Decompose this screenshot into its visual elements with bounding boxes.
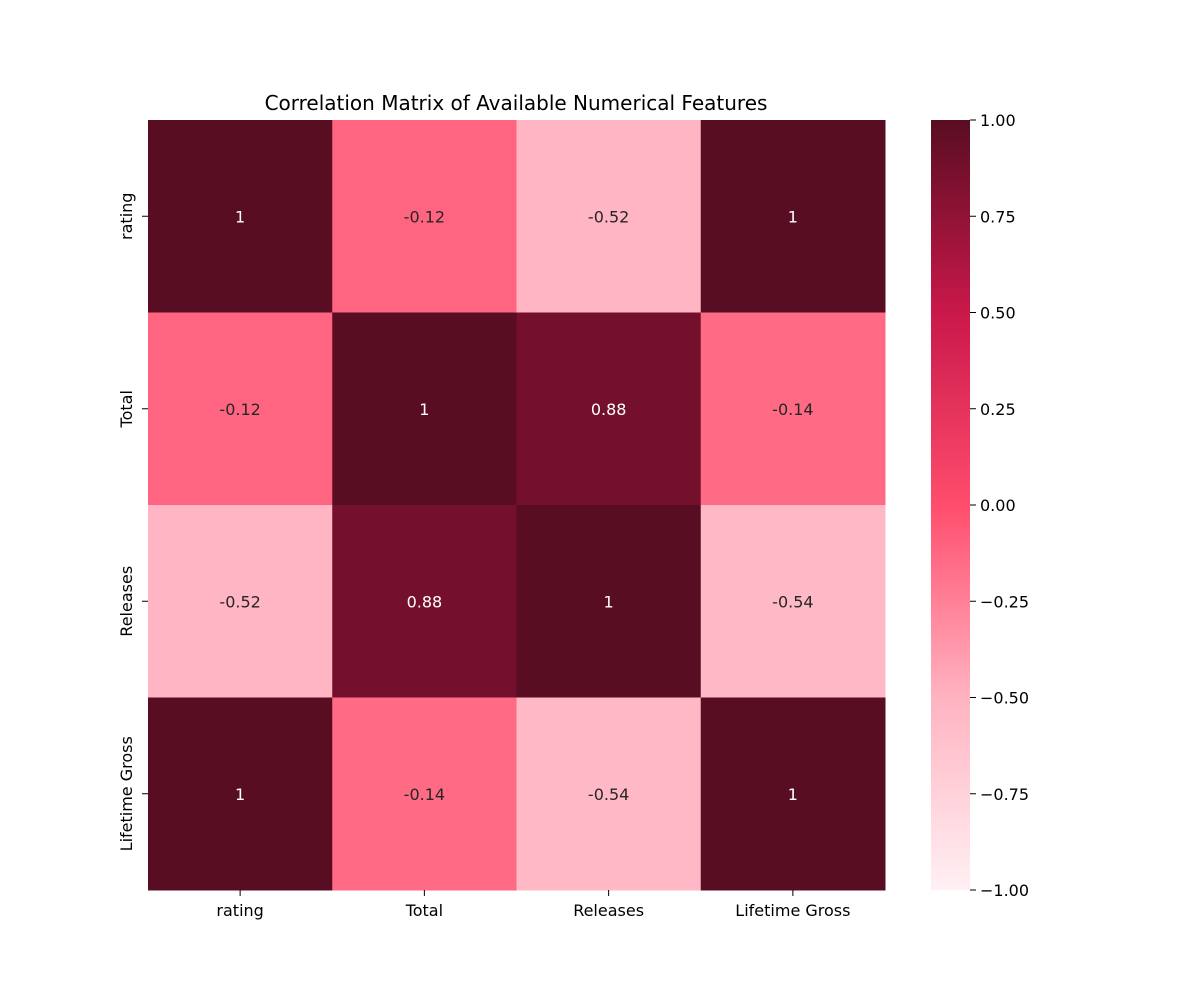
chart-title: Correlation Matrix of Available Numerica… — [265, 91, 768, 115]
heatmap-annotations: 1 -0.12 -0.52 1 -0.12 1 0.88 -0.14 -0.52 0.88 1 -0.… — [219, 207, 813, 804]
x-axis: rating Total Releases Lifetime Gross — [216, 890, 850, 920]
colorbar-tick-label: 0.50 — [980, 304, 1016, 323]
heatmap-cell — [148, 120, 333, 313]
heatmap-cell — [148, 505, 333, 698]
cell-annotation: -0.12 — [404, 207, 445, 226]
cell-annotation: -0.12 — [219, 400, 260, 419]
colorbar-gradient — [931, 120, 970, 890]
colorbar-tick-label: 0.75 — [980, 207, 1016, 226]
cell-annotation: 1 — [235, 785, 245, 804]
cell-annotation: -0.14 — [772, 400, 813, 419]
colorbar-tick-label: −0.50 — [980, 689, 1029, 708]
colorbar: 1.00 0.75 0.50 0.25 0.00 −0.25 −0.50 −0.75 −1.00 — [931, 111, 1029, 900]
heatmap-cell — [516, 505, 702, 698]
cell-annotation: -0.52 — [219, 592, 260, 611]
y-tick-label: rating — [117, 193, 136, 240]
heatmap-cell — [332, 312, 517, 506]
colorbar-tick-label: 0.00 — [980, 496, 1016, 515]
x-tick-label: Releases — [573, 901, 644, 920]
cell-annotation: 1 — [235, 207, 245, 226]
heatmap-cell — [700, 505, 886, 698]
colorbar-tick-label: 1.00 — [980, 111, 1016, 130]
colorbar-tick-label: −0.25 — [980, 592, 1029, 611]
heatmap-cell — [148, 697, 333, 891]
heatmap-cell — [332, 505, 517, 698]
y-axis: rating Total Releases Lifetime Gross — [117, 193, 148, 851]
heatmap-cell — [700, 697, 886, 891]
heatmap-cell — [516, 312, 702, 506]
x-tick-label: Total — [405, 901, 443, 920]
heatmap-cell — [332, 120, 517, 313]
cell-annotation: -0.52 — [588, 207, 629, 226]
heatmap-cell — [700, 120, 886, 313]
heatmap-cell — [516, 120, 702, 313]
cell-annotation: 0.88 — [407, 592, 443, 611]
y-tick-label: Lifetime Gross — [117, 736, 136, 851]
heatmap-cell — [700, 312, 886, 506]
colorbar-tick-label: −1.00 — [980, 881, 1029, 900]
heatmap-cell — [332, 697, 517, 891]
colorbar-tick-label: −0.75 — [980, 785, 1029, 804]
heatmap-cell — [148, 312, 333, 506]
cell-annotation: -0.54 — [588, 785, 629, 804]
colorbar-tick-label: 0.25 — [980, 400, 1016, 419]
cell-annotation: -0.14 — [404, 785, 445, 804]
heatmap-cells — [148, 120, 886, 891]
cell-annotation: 1 — [604, 592, 614, 611]
y-tick-label: Total — [117, 390, 136, 428]
cell-annotation: -0.54 — [772, 592, 813, 611]
cell-annotation: 1 — [788, 785, 798, 804]
cell-annotation: 1 — [419, 400, 429, 419]
y-tick-label: Releases — [117, 566, 136, 637]
x-tick-label: Lifetime Gross — [735, 901, 850, 920]
cell-annotation: 1 — [788, 207, 798, 226]
heatmap-cell — [516, 697, 702, 891]
cell-annotation: 0.88 — [591, 400, 627, 419]
x-tick-label: rating — [216, 901, 263, 920]
